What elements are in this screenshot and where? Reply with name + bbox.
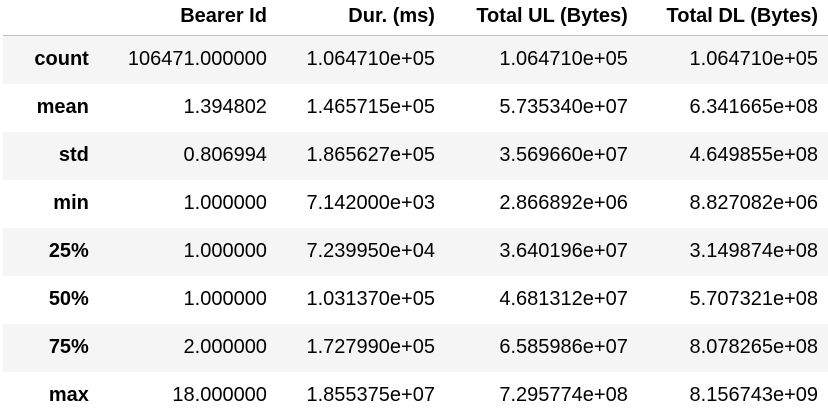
row-label: mean — [36, 96, 89, 118]
table-cell: 1.465715e+05 — [306, 96, 435, 118]
row-label: max — [48, 384, 89, 406]
table-cell: 1.855375e+07 — [306, 384, 435, 406]
row-label: std — [58, 144, 89, 166]
table-cell: 5.707321e+08 — [689, 288, 818, 310]
column-header-total-ul: Total UL (Bytes) — [444, 0, 638, 36]
table-cell: 5.735340e+07 — [499, 96, 628, 118]
table-cell: 1.727990e+05 — [306, 336, 435, 358]
row-label: count — [34, 48, 89, 71]
table-body: count 106471.000000 1.064710e+05 1.06471… — [3, 35, 828, 420]
table-header: Bearer Id Dur. (ms) Total UL (Bytes) Tot… — [3, 0, 828, 36]
table-row: 75% 2.000000 1.727990e+05 6.585986e+07 8… — [3, 323, 828, 372]
table-cell: 6.585986e+07 — [499, 336, 628, 358]
table-cell: 3.149874e+08 — [689, 240, 818, 262]
table-cell: 8.078265e+08 — [689, 336, 818, 358]
table-cell: 1.865627e+05 — [306, 144, 435, 166]
table-row: min 1.000000 7.142000e+03 2.866892e+06 8… — [3, 179, 828, 228]
table-cell: 1.064710e+05 — [499, 48, 628, 71]
row-label: 25% — [48, 240, 89, 262]
row-label: min — [53, 192, 89, 214]
column-header-bearer-id: Bearer Id — [98, 0, 277, 36]
table-row: max 18.000000 1.855375e+07 7.295774e+08 … — [3, 371, 828, 420]
table-cell: 1.064710e+05 — [689, 48, 818, 71]
table-cell: 7.142000e+03 — [306, 192, 435, 214]
table-cell: 1.394802 — [183, 96, 267, 118]
table-cell: 18.000000 — [172, 384, 267, 406]
table-row: std 0.806994 1.865627e+05 3.569660e+07 4… — [3, 131, 828, 180]
table-row: 25% 1.000000 7.239950e+04 3.640196e+07 3… — [3, 227, 828, 276]
table-cell: 1.000000 — [183, 240, 267, 262]
table-row: mean 1.394802 1.465715e+05 5.735340e+07 … — [3, 83, 828, 132]
row-label: 50% — [48, 288, 89, 310]
table-cell: 1.064710e+05 — [306, 48, 435, 71]
table-cell: 6.341665e+08 — [689, 96, 818, 118]
table-cell: 4.681312e+07 — [499, 288, 628, 310]
table-cell: 4.649855e+08 — [689, 144, 818, 166]
table-cell: 2.866892e+06 — [499, 192, 628, 214]
table-cell: 7.295774e+08 — [499, 384, 628, 406]
table-cell: 8.827082e+06 — [689, 192, 818, 214]
header-row: Bearer Id Dur. (ms) Total UL (Bytes) Tot… — [3, 0, 828, 36]
describe-table: Bearer Id Dur. (ms) Total UL (Bytes) Tot… — [3, 0, 828, 420]
table-row: 50% 1.000000 1.031370e+05 4.681312e+07 5… — [3, 275, 828, 324]
column-header-duration: Dur. (ms) — [276, 0, 445, 36]
table-cell: 106471.000000 — [127, 48, 267, 71]
row-label: 75% — [48, 336, 89, 358]
index-header — [3, 0, 99, 36]
table-cell: 2.000000 — [183, 336, 267, 358]
table-cell: 8.156743e+09 — [689, 384, 818, 406]
table-cell: 1.000000 — [183, 288, 267, 310]
table-cell: 1.031370e+05 — [306, 288, 435, 310]
table-row: count 106471.000000 1.064710e+05 1.06471… — [3, 35, 828, 84]
column-header-total-dl: Total DL (Bytes) — [637, 0, 828, 36]
table-cell: 7.239950e+04 — [306, 240, 435, 262]
table-cell: 1.000000 — [183, 192, 267, 214]
table-cell: 0.806994 — [183, 144, 267, 166]
table-cell: 3.569660e+07 — [499, 144, 628, 166]
table-cell: 3.640196e+07 — [499, 240, 628, 262]
